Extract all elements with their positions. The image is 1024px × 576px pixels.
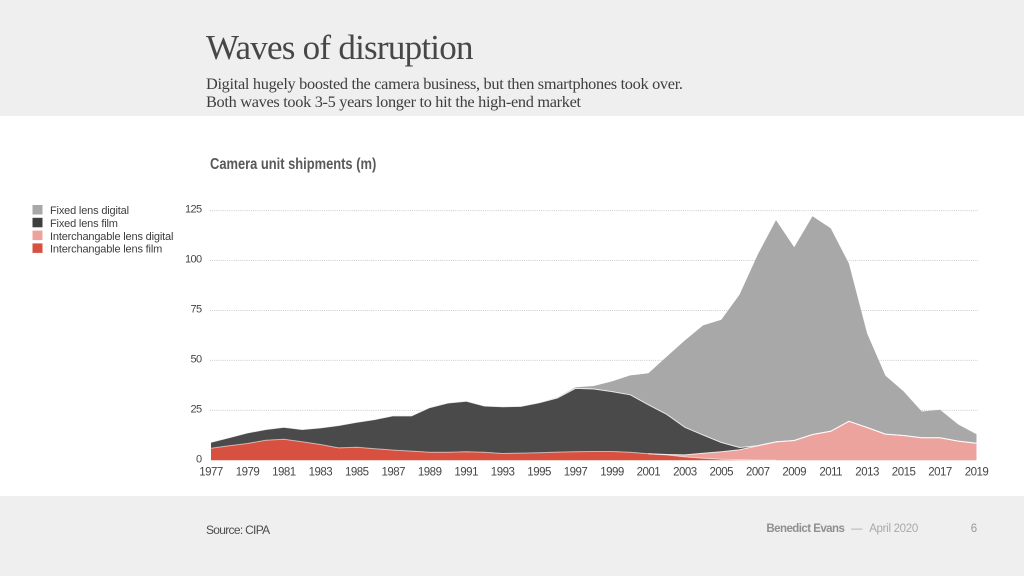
svg-text:1977: 1977	[199, 467, 223, 479]
svg-text:125: 125	[185, 204, 202, 216]
svg-text:2017: 2017	[928, 467, 952, 479]
svg-text:1993: 1993	[491, 467, 515, 479]
svg-text:1985: 1985	[345, 467, 369, 479]
svg-text:1983: 1983	[309, 467, 333, 479]
svg-text:1999: 1999	[600, 467, 624, 479]
svg-text:1995: 1995	[527, 467, 551, 479]
svg-text:1981: 1981	[272, 467, 296, 479]
svg-text:2019: 2019	[965, 467, 989, 479]
svg-text:100: 100	[185, 254, 202, 266]
svg-text:2015: 2015	[892, 467, 916, 479]
svg-text:Fixed lens film: Fixed lens film	[50, 218, 118, 230]
svg-text:2003: 2003	[673, 467, 697, 479]
svg-text:2001: 2001	[637, 467, 661, 479]
svg-text:1979: 1979	[236, 467, 260, 479]
svg-text:2005: 2005	[710, 467, 734, 479]
svg-text:50: 50	[190, 353, 202, 365]
svg-text:75: 75	[190, 304, 202, 316]
svg-text:2013: 2013	[855, 467, 879, 479]
svg-text:1991: 1991	[454, 467, 478, 479]
svg-text:2007: 2007	[746, 467, 770, 479]
svg-text:1989: 1989	[418, 467, 442, 479]
svg-text:2011: 2011	[819, 467, 842, 479]
svg-text:25: 25	[190, 403, 202, 415]
svg-text:Fixed lens digital: Fixed lens digital	[50, 205, 129, 217]
svg-text:0: 0	[196, 453, 202, 465]
svg-text:1997: 1997	[564, 467, 588, 479]
svg-text:Interchangable lens film: Interchangable lens film	[50, 244, 162, 256]
svg-text:1987: 1987	[382, 467, 406, 479]
svg-text:Interchangable lens digital: Interchangable lens digital	[50, 231, 173, 243]
svg-text:2009: 2009	[782, 467, 806, 479]
